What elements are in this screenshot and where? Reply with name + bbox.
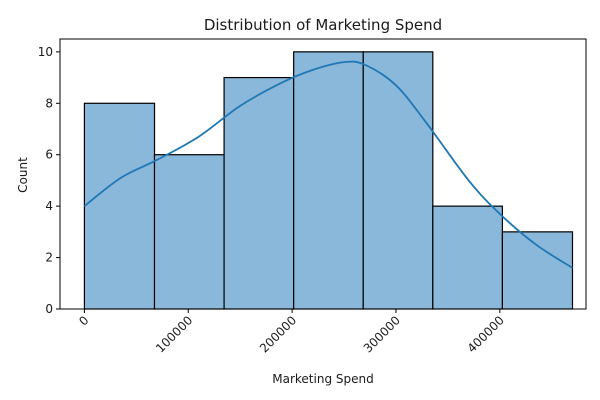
histogram-bar-7 — [501, 231, 574, 310]
histogram-bar-3 — [223, 76, 295, 310]
x-axis-label: Marketing Spend — [272, 372, 373, 386]
x-tick-label: 100000 — [153, 313, 195, 355]
axes-frame — [59, 38, 587, 310]
histogram-bar-1 — [83, 102, 156, 310]
histogram-bar-6 — [432, 205, 504, 310]
histogram-bar-5 — [362, 51, 434, 310]
y-axis-label: Count — [16, 157, 30, 193]
y-tick-label: 0 — [45, 302, 53, 316]
histogram-bar-2 — [153, 154, 225, 310]
y-axis-ticks: 0 2 4 6 8 10 — [38, 45, 60, 316]
x-tick-label: 200000 — [257, 313, 299, 355]
x-axis-ticks: 0 100000 200000 300000 400000 — [76, 309, 507, 356]
x-tick-label: 300000 — [361, 313, 403, 355]
y-tick-label: 8 — [45, 96, 53, 110]
histogram-bar-4 — [293, 51, 364, 310]
y-tick-label: 4 — [45, 199, 53, 213]
kde-curve — [83, 60, 573, 269]
y-tick-label: 6 — [45, 148, 53, 162]
y-tick-label: 2 — [45, 251, 53, 265]
chart-title: Distribution of Marketing Spend — [204, 16, 442, 34]
y-tick-label: 10 — [38, 45, 53, 59]
x-tick-label: 400000 — [465, 313, 507, 355]
plot-border — [59, 38, 587, 310]
bars-layer — [83, 51, 574, 310]
x-tick-label: 0 — [76, 313, 91, 328]
